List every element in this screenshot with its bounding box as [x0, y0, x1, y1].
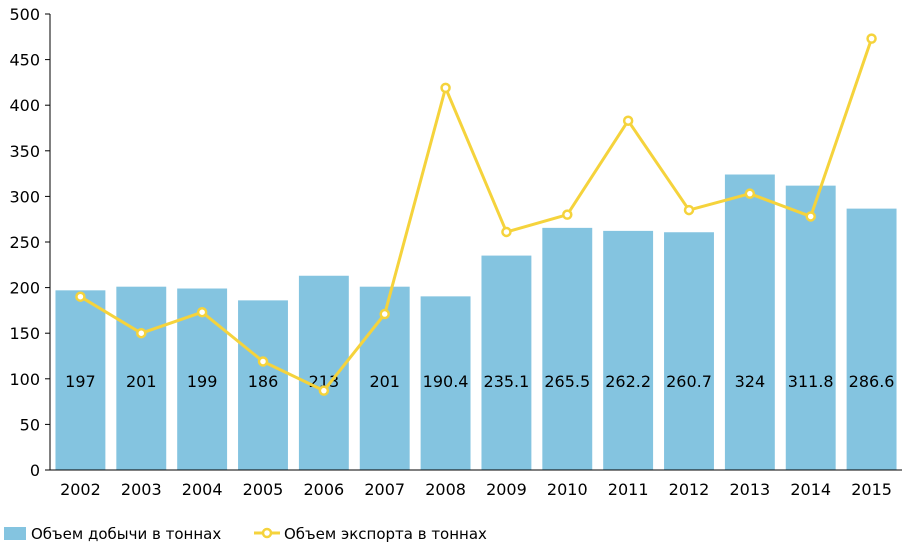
y-tick-label: 400	[9, 96, 40, 115]
export-point-2002	[75, 291, 86, 302]
bar-2009	[481, 255, 532, 470]
bar-2015	[846, 208, 897, 471]
bar-value-label: 235.1	[484, 372, 530, 391]
export-point-2008	[440, 82, 451, 94]
export-point-2007	[379, 308, 390, 320]
export-point-2006	[318, 385, 330, 396]
x-ticks: 2002 2003 2004 2005 2006 2007 2008 2009 2010 2011…	[60, 480, 892, 499]
bar-2003	[116, 286, 167, 470]
x-tick-label: 2008	[425, 480, 466, 499]
export-point-2010	[562, 209, 573, 220]
y-tick-label: 0	[30, 461, 40, 480]
bar-value-label: 324	[735, 372, 766, 391]
y-tick-label: 500	[9, 5, 40, 24]
bar-2011	[603, 230, 654, 470]
x-tick-label: 2013	[729, 480, 770, 499]
export-point-2011	[622, 115, 634, 126]
bar-value-label: 265.5	[544, 372, 590, 391]
x-tick-label: 2014	[790, 480, 831, 499]
x-tick-label: 2007	[364, 480, 405, 499]
bar-2012	[664, 232, 714, 470]
export-point-2012	[683, 204, 695, 216]
bar-value-label: 199	[187, 372, 218, 391]
x-tick-label: 2011	[608, 480, 649, 499]
y-ticks: 0 50 100 150 200 250 300 350 400 450 500	[9, 5, 50, 480]
export-point-2009	[501, 226, 512, 238]
x-tick-label: 2004	[182, 480, 223, 499]
bar-value-label: 186	[248, 372, 279, 391]
x-tick-label: 2010	[547, 480, 588, 499]
bar-value-label: 286.6	[849, 372, 895, 391]
bar-value-label: 262.2	[605, 372, 651, 391]
bar-2008	[420, 296, 471, 470]
export-point-2003	[136, 327, 147, 339]
x-tick-label: 2012	[669, 480, 710, 499]
legend-label-line: Объем экспорта в тоннах	[284, 525, 487, 543]
x-tick-label: 2006	[303, 480, 344, 499]
x-tick-label: 2003	[121, 480, 162, 499]
legend-swatch-marker	[261, 527, 273, 539]
export-point-2004	[196, 306, 208, 318]
export-point-2015	[866, 33, 877, 44]
y-tick-label: 50	[20, 415, 40, 434]
y-tick-label: 450	[9, 51, 40, 70]
y-tick-label: 350	[9, 142, 40, 161]
bar-2014	[785, 185, 836, 470]
x-tick-label: 2002	[60, 480, 101, 499]
bars-layer	[55, 174, 897, 471]
y-tick-label: 300	[9, 187, 40, 206]
bar-value-label: 190.4	[423, 372, 469, 391]
bar-value-label: 260.7	[666, 372, 712, 391]
line-layer	[75, 33, 877, 396]
export-point-2013	[744, 188, 756, 199]
export-point-2014	[805, 211, 816, 222]
y-tick-label: 200	[9, 279, 40, 298]
x-tick-label: 2015	[851, 480, 892, 499]
export-point-2005	[257, 356, 269, 367]
x-tick-label: 2005	[243, 480, 284, 499]
bar-2005	[238, 300, 288, 470]
bar-2006	[298, 275, 349, 470]
bar-2002	[55, 290, 106, 470]
legend-swatch-bar	[4, 527, 26, 540]
bar-value-label: 201	[369, 372, 400, 391]
bar-value-label: 197	[65, 372, 96, 391]
bar-2010	[542, 227, 593, 470]
y-tick-label: 250	[9, 233, 40, 252]
y-tick-label: 100	[9, 370, 40, 389]
bar-2013	[724, 174, 775, 470]
bar-value-label: 201	[126, 372, 157, 391]
legend-label-bar: Объем добычи в тоннах	[31, 525, 221, 543]
y-tick-label: 150	[9, 324, 40, 343]
x-tick-label: 2009	[486, 480, 527, 499]
bar-value-label: 311.8	[788, 372, 834, 391]
export-line	[79, 38, 873, 393]
legend: Объем добычи в тоннах Объем экспорта в т…	[4, 525, 487, 543]
